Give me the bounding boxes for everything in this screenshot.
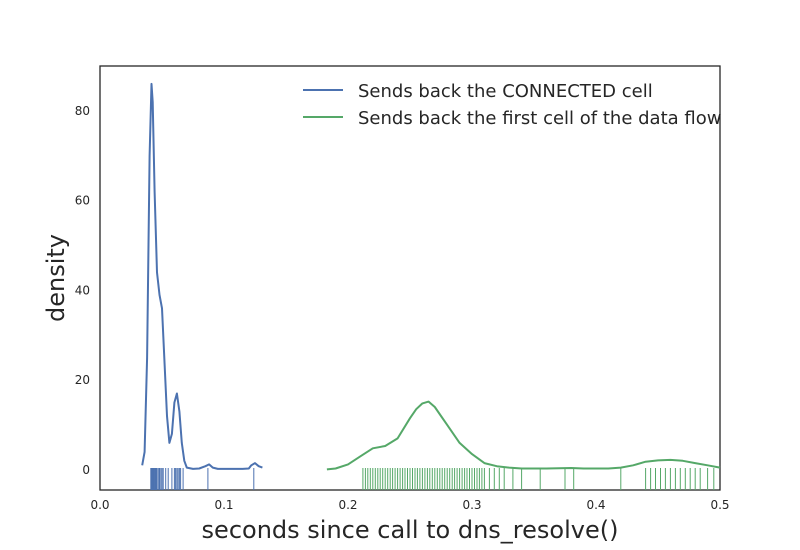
y-tick-label: 80	[75, 104, 90, 118]
plot-frame	[99, 65, 721, 491]
y-tick-label: 20	[75, 373, 90, 387]
x-axis-ticks: 0.0 0.1 0.2 0.3 0.4 0.5	[90, 498, 729, 512]
legend: Sends back the CONNECTED cell Sends back…	[303, 81, 721, 129]
x-tick-label: 0.5	[710, 498, 729, 512]
rug-marks	[150, 468, 715, 490]
x-tick-label: 0.4	[586, 498, 605, 512]
density-curves	[141, 82, 721, 471]
y-axis-title: density	[42, 234, 70, 322]
legend-label-first-cell: Sends back the first cell of the data fl…	[358, 108, 721, 129]
density-curve-0	[141, 82, 263, 470]
x-axis-title: seconds since call to dns_resolve()	[202, 516, 619, 544]
density-curve-1	[326, 400, 721, 471]
x-tick-label: 0.3	[462, 498, 481, 512]
x-tick-label: 0.0	[90, 498, 109, 512]
y-axis-ticks: 0 20 40 60 80	[75, 104, 90, 477]
legend-label-connected: Sends back the CONNECTED cell	[358, 81, 653, 102]
y-tick-label: 60	[75, 194, 90, 208]
y-tick-label: 40	[75, 283, 90, 297]
y-tick-label: 0	[82, 463, 90, 477]
x-tick-label: 0.1	[214, 498, 233, 512]
x-tick-label: 0.2	[338, 498, 357, 512]
